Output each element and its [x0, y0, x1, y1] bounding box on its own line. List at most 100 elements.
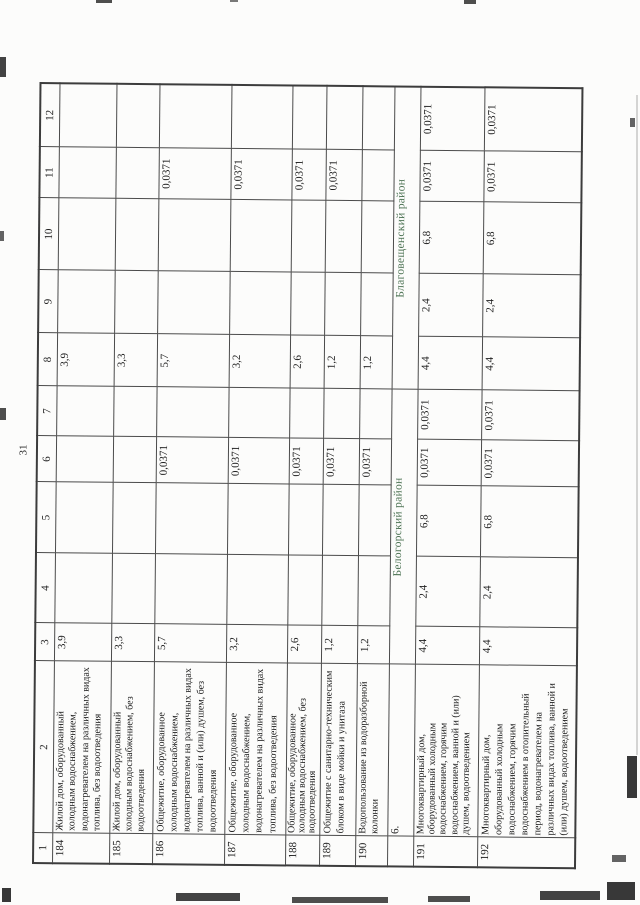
value-cell: 1,2: [356, 626, 390, 665]
value-cell: 0,0371: [230, 148, 292, 201]
value-cell: 2,6: [289, 335, 325, 389]
value-cell: 0,0371: [322, 438, 360, 486]
row-number-cell: 192: [476, 837, 576, 869]
value-cell: 5,7: [156, 334, 230, 388]
value-cell: 1,2: [323, 335, 361, 390]
value-cell: 6,8: [418, 201, 484, 275]
column-header-cell: 4: [35, 553, 55, 624]
value-cell: 4,4: [414, 626, 480, 666]
table-row: 185 Жилой дом, оборудованный холодным вод…: [109, 83, 160, 865]
scan-artifact: [428, 896, 470, 902]
empty-cell: [287, 484, 323, 556]
value-cell: 6,8: [479, 486, 579, 559]
value-cell: 0,0371: [288, 438, 324, 485]
empty-cell: [58, 147, 116, 199]
value-cell: 4,4: [417, 336, 483, 391]
value-cell: 2,4: [482, 274, 581, 339]
column-header-cell: 10: [38, 198, 59, 271]
empty-cell: [58, 83, 117, 148]
empty-cell: [54, 553, 112, 624]
value-cell: 3,2: [228, 334, 291, 389]
empty-cell: [57, 270, 115, 334]
value-cell: 3,3: [110, 623, 155, 663]
scan-artifact: [230, 0, 238, 2]
table-row: 187 Общежитие, оборудованное холодным вод…: [224, 84, 293, 866]
empty-cell: [291, 85, 327, 150]
page-number: 31: [17, 444, 30, 456]
empty-cell: [360, 273, 393, 337]
empty-cell: [386, 836, 414, 867]
scan-artifact: [96, 0, 112, 3]
table-row: 191 Многоквартирный дом, оборудованный хо…: [412, 86, 485, 868]
value-cell: 0,0371: [291, 149, 326, 201]
empty-cell: [357, 485, 391, 557]
empty-cell: [154, 483, 228, 555]
empty-cell: [229, 271, 291, 336]
description-cell: Жилой дом, оборудованный холодным водосн…: [109, 661, 154, 835]
empty-cell: [321, 484, 359, 557]
value-cell: 0,0371: [419, 86, 485, 152]
column-header-cell: 8: [37, 333, 58, 387]
empty-cell: [361, 150, 394, 202]
scan-artifact: [540, 891, 600, 900]
description-cell: Многоквартирный дом, оборудованный холод…: [477, 665, 577, 839]
description-cell: Водопользование из водоразборной колонки: [355, 664, 389, 837]
value-cell: 0,0371: [325, 149, 362, 202]
description-cell: Общежитие, оборудованное холодным водосн…: [285, 663, 321, 836]
empty-cell: [111, 553, 155, 625]
scan-artifact: [0, 231, 4, 241]
scan-artifact: [464, 0, 476, 4]
column-header-cell: 7: [37, 386, 57, 437]
empty-cell: [115, 147, 159, 200]
district-section-title-left: Белогорский район: [388, 389, 418, 665]
empty-cell: [113, 386, 157, 438]
value-cell: 1,2: [320, 625, 358, 665]
value-cell: 3,9: [53, 623, 112, 662]
value-cell: 6,8: [415, 485, 481, 558]
empty-cell: [324, 272, 361, 337]
column-header-cell: 1: [33, 833, 53, 864]
value-cell: 6,8: [482, 202, 582, 276]
empty-cell: [158, 84, 232, 149]
empty-cell: [359, 389, 392, 440]
description-cell: Жилой дом, оборудованный холодным водосн…: [52, 661, 111, 834]
value-cell: 0,0371: [480, 440, 580, 488]
value-cell: 0,0371: [419, 150, 484, 203]
empty-cell: [230, 84, 293, 150]
empty-cell: [57, 198, 116, 271]
row-number-cell: 186: [152, 834, 225, 865]
column-header-cell: 11: [39, 147, 59, 199]
empty-cell: [114, 198, 159, 272]
row-number-cell: 187: [224, 834, 286, 866]
row-number-cell: 188: [284, 835, 320, 866]
empty-cell: [325, 85, 363, 151]
value-cell: 0,0371: [416, 439, 482, 487]
value-cell: 0,0371: [227, 437, 290, 485]
scan-artifact: [292, 897, 388, 903]
value-cell: 3,3: [113, 333, 158, 388]
empty-cell: [226, 483, 289, 556]
empty-cell: [111, 482, 156, 555]
row-number-cell: 185: [109, 833, 153, 865]
scan-artifact: [0, 57, 6, 77]
empty-cell: [157, 199, 231, 272]
value-cell: 4,4: [481, 337, 581, 392]
scan-artifact: [176, 893, 240, 901]
row-number-cell: 189: [318, 835, 356, 867]
value-cell: 0,0371: [158, 148, 231, 200]
empty-cell: [324, 200, 362, 274]
value-cell: 5,7: [153, 624, 227, 663]
table-row: 184 Жилой дом, оборудованный холодным вод…: [52, 83, 117, 864]
empty-cell: [54, 482, 113, 554]
scan-artifact: [0, 408, 6, 420]
description-cell: Общежитие с санитарно-техническим блоком…: [319, 663, 357, 837]
value-cell: 1,2: [359, 336, 393, 390]
empty-cell: [56, 386, 114, 437]
value-cell: 0,0371: [417, 389, 482, 441]
document-table: 1 2 3 4 5 6 7 8 9 10 11 12 184 Жилой дом, оборудованн…: [32, 82, 584, 870]
empty-cell: [321, 555, 358, 627]
value-cell: 4,4: [478, 627, 578, 667]
empty-cell: [229, 199, 292, 273]
value-cell: 0,0371: [155, 437, 229, 484]
empty-cell: [112, 436, 157, 484]
